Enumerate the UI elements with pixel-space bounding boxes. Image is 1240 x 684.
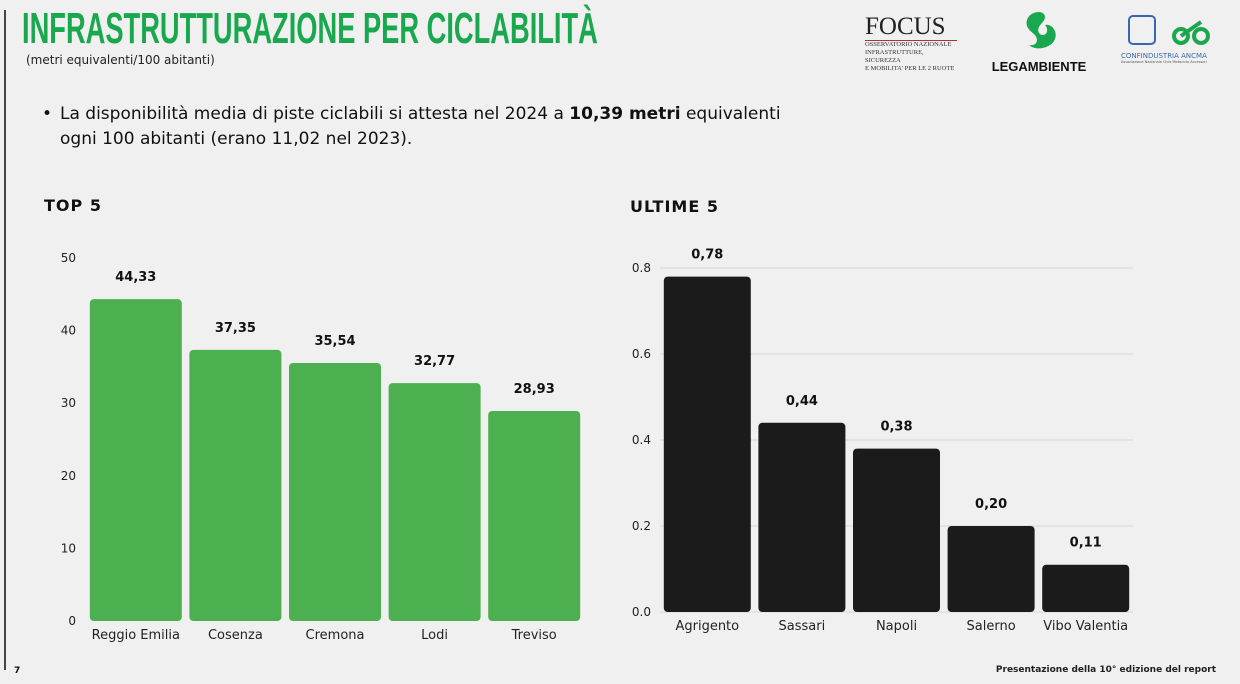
x-tick-label: Lodi <box>421 628 448 643</box>
bar <box>189 349 282 621</box>
x-tick-label: Agrigento <box>675 619 739 634</box>
y-tick-label: 0.2 <box>632 519 651 533</box>
x-tick-label: Cosenza <box>208 628 263 643</box>
chart-title-top5: TOP 5 <box>44 196 102 215</box>
y-tick-label: 0 <box>68 614 76 628</box>
y-tick-label: 30 <box>61 396 76 410</box>
page-title: INFRASTRUTTURAZIONE PER CICLABILITÀ <box>22 4 598 53</box>
chart-title-ultime5: ULTIME 5 <box>630 197 719 216</box>
y-tick-label: 0.4 <box>632 433 651 447</box>
y-tick-label: 50 <box>61 251 76 265</box>
data-label: 0,11 <box>1070 536 1102 551</box>
bar <box>1042 564 1130 612</box>
data-label: 44,33 <box>115 270 156 285</box>
bar <box>758 422 846 612</box>
x-tick-label: Napoli <box>876 619 917 634</box>
y-tick-label: 0.8 <box>632 261 651 275</box>
data-label: 32,77 <box>414 354 455 369</box>
page-subtitle: (metri equivalenti/100 abitanti) <box>26 53 215 67</box>
bar <box>663 276 751 612</box>
x-tick-label: Cremona <box>306 628 365 643</box>
data-label: 35,54 <box>314 334 355 349</box>
data-label: 0,20 <box>975 497 1007 512</box>
y-tick-label: 20 <box>61 469 76 483</box>
bar <box>89 299 182 621</box>
bar <box>853 448 940 612</box>
x-tick-label: Salerno <box>967 619 1016 634</box>
data-label: 0,44 <box>786 394 818 409</box>
x-tick-label: Vibo Valentia <box>1043 619 1128 634</box>
footer-text: Presentazione della 10° edizione del rep… <box>995 665 1216 675</box>
bullet-text: • La disponibilità media di piste ciclab… <box>42 104 781 149</box>
data-label: 0,38 <box>880 420 912 435</box>
confindustria-logo: CONFINDUSTRIA ANCMA Associazione Naziona… <box>1121 14 1217 64</box>
data-label: 0,78 <box>691 248 723 263</box>
swan-icon <box>1026 12 1056 49</box>
bar <box>289 362 381 621</box>
y-tick-label: 40 <box>61 324 76 338</box>
x-tick-label: Sassari <box>779 619 826 634</box>
bar <box>947 526 1035 612</box>
focus-logo: FOCUS OSSERVATORIO NAZIONALE INFRASTRUTTU… <box>865 14 957 73</box>
y-tick-label: 10 <box>61 541 76 555</box>
ancma-icon <box>1128 15 1210 45</box>
y-tick-label: 0.6 <box>632 347 651 361</box>
page-number: 7 <box>14 666 21 676</box>
bar <box>388 383 481 621</box>
left-rule <box>4 10 6 670</box>
legambiente-logo: LEGAMBIENTE <box>987 10 1091 74</box>
logos: FOCUS OSSERVATORIO NAZIONALE INFRASTRUTTU… <box>865 10 1225 74</box>
data-label: 28,93 <box>514 382 555 397</box>
bar <box>488 410 581 621</box>
y-tick-label: 0.0 <box>632 605 651 619</box>
x-tick-label: Treviso <box>511 628 557 643</box>
data-label: 37,35 <box>215 321 256 336</box>
x-tick-label: Reggio Emilia <box>92 628 180 643</box>
